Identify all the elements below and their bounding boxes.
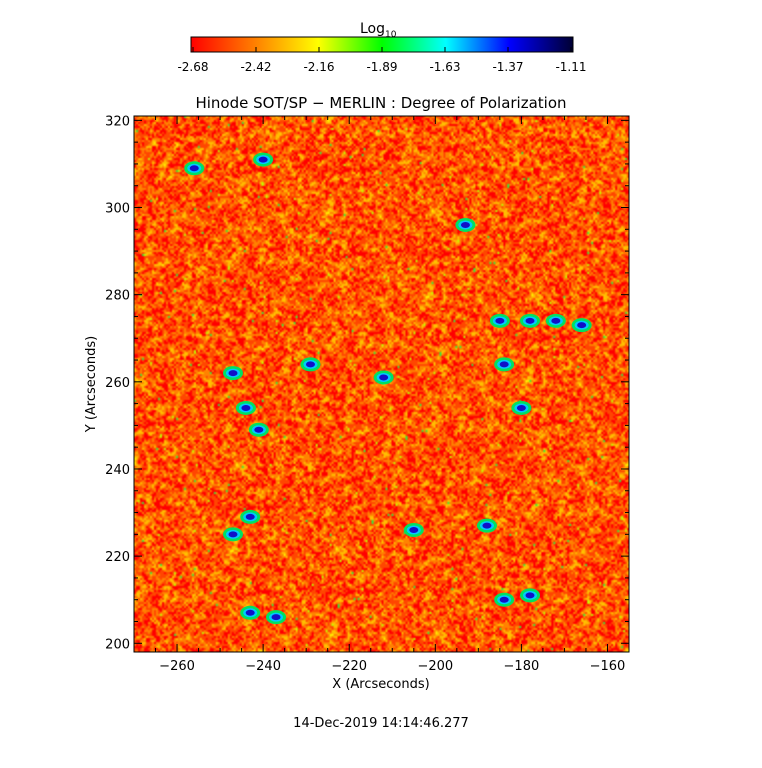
feature-core	[241, 404, 251, 411]
colorbar-ticks: -2.68 -2.42 -2.16 -1.89 -1.63 -1.37 -1.11	[177, 47, 587, 74]
feature-core	[409, 526, 419, 533]
heatmap	[134, 116, 629, 652]
y-tick-label: 220	[105, 550, 130, 565]
y-tick-label: 260	[105, 376, 130, 391]
feature-core	[245, 609, 255, 616]
y-tick-label: 240	[105, 463, 130, 478]
y-tick-label: 200	[105, 637, 130, 652]
y-tick-label: 300	[105, 202, 130, 217]
axes: −260 −240 −220 −200 −180 −160 200 220 240 260 280 3…	[105, 114, 630, 674]
feature-core	[305, 361, 315, 368]
colorbar-tick-label: -2.68	[177, 60, 208, 74]
x-tick-label: −200	[417, 659, 453, 674]
feature-core	[495, 317, 505, 324]
colorbar-tick-label: -2.42	[240, 60, 271, 74]
polarization-features	[184, 152, 592, 625]
feature-core	[525, 592, 535, 599]
plot-frame	[133, 115, 630, 653]
feature-core	[551, 317, 561, 324]
colorbar-tick-label: -1.37	[492, 60, 523, 74]
feature-core	[525, 317, 535, 324]
x-tick-label: −260	[159, 659, 195, 674]
colorbar-tick-label: -1.89	[366, 60, 397, 74]
x-tick-label: −240	[245, 659, 281, 674]
feature-core	[228, 370, 238, 377]
feature-core	[189, 165, 199, 172]
y-tick-label: 280	[105, 289, 130, 304]
feature-core	[577, 322, 587, 329]
x-tick-label: −220	[331, 659, 367, 674]
colorbar-tick-label: -1.11	[555, 60, 586, 74]
feature-core	[499, 596, 509, 603]
timestamp: 14-Dec-2019 14:14:46.277	[293, 716, 469, 731]
x-axis-label: X (Arcseconds)	[332, 677, 429, 692]
feature-core	[516, 404, 526, 411]
feature-core	[379, 374, 389, 381]
feature-core	[228, 531, 238, 538]
feature-core	[271, 614, 281, 621]
y-axis-label: Y (Arcseconds)	[84, 336, 99, 433]
feature-core	[499, 361, 509, 368]
chart-title: Hinode SOT/SP − MERLIN : Degree of Polar…	[195, 94, 566, 112]
colorbar-label: Log10	[360, 21, 397, 40]
feature-core	[245, 513, 255, 520]
colorbar-tick-label: -2.16	[303, 60, 334, 74]
feature-core	[482, 522, 492, 529]
y-tick-label: 320	[105, 114, 130, 129]
feature-core	[254, 426, 264, 433]
x-tick-label: −160	[590, 659, 626, 674]
feature-core	[460, 221, 470, 228]
x-tick-label: −180	[504, 659, 540, 674]
colorbar-tick-label: -1.63	[429, 60, 460, 74]
feature-core	[258, 156, 268, 163]
